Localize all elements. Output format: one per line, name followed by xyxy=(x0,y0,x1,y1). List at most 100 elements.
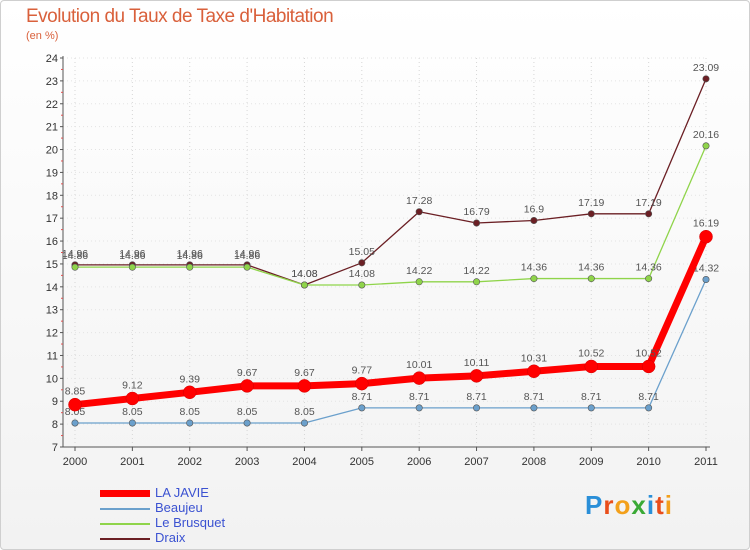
data-point xyxy=(71,419,79,427)
data-point xyxy=(182,385,197,400)
legend-label: Beaujeu xyxy=(155,500,203,515)
chart-title: Evolution du Taux de Taxe d'Habitation xyxy=(26,6,334,27)
legend-item: Draix xyxy=(100,530,300,545)
data-point xyxy=(355,376,369,391)
data-point xyxy=(415,278,423,286)
data-point xyxy=(587,404,595,412)
x-tick-label: 2011 xyxy=(694,456,718,468)
data-point xyxy=(641,359,656,374)
data-label: 14.22 xyxy=(463,265,489,277)
data-label: 14.86 xyxy=(234,250,260,262)
y-tick-label: 11 xyxy=(47,350,58,362)
legend-swatch xyxy=(100,538,150,540)
data-label: 9.67 xyxy=(294,367,315,379)
data-point xyxy=(469,369,484,383)
data-label: 14.32 xyxy=(693,263,719,275)
data-point xyxy=(297,379,312,393)
y-tick-label: 12 xyxy=(46,328,58,340)
legend-label: Le Brusquet xyxy=(155,515,226,530)
data-point xyxy=(584,359,599,374)
data-label: 17.28 xyxy=(406,195,432,207)
x-tick-label: 2005 xyxy=(350,456,374,468)
legend-item: Le Brusquet xyxy=(100,515,300,530)
data-point xyxy=(125,391,140,406)
data-point xyxy=(702,276,710,284)
data-label: 14.08 xyxy=(349,268,375,280)
y-tick-label: 24 xyxy=(46,53,58,65)
data-label: 8.71 xyxy=(466,391,487,403)
data-label: 8.05 xyxy=(294,406,315,418)
logo-letter: x xyxy=(631,490,647,520)
data-point xyxy=(645,275,653,283)
data-label: 14.86 xyxy=(62,250,88,262)
data-point xyxy=(702,75,710,83)
data-label: 8.71 xyxy=(352,391,373,403)
y-tick-label: 18 xyxy=(46,190,58,202)
data-point xyxy=(473,219,481,227)
x-tick-label: 2010 xyxy=(636,456,660,468)
data-point xyxy=(128,263,136,271)
y-tick-label: 16 xyxy=(46,236,58,248)
data-point xyxy=(527,364,541,379)
data-label: 16.9 xyxy=(524,203,545,215)
data-label: 10.31 xyxy=(521,352,547,364)
legend-swatch xyxy=(100,523,150,525)
data-label: 17.19 xyxy=(578,197,604,209)
legend-item: LA JAVIE xyxy=(100,485,300,500)
data-label: 8.71 xyxy=(638,391,659,403)
chart-subtitle: (en %) xyxy=(26,30,59,42)
data-label: 14.96 xyxy=(62,248,88,260)
data-label: 9.12 xyxy=(122,379,143,391)
x-tick-label: 2006 xyxy=(407,456,431,468)
y-tick-label: 20 xyxy=(46,145,58,157)
x-tick-label: 2004 xyxy=(292,456,316,468)
data-label: 16.79 xyxy=(463,206,489,218)
legend-swatch xyxy=(100,508,150,510)
data-point xyxy=(473,278,481,286)
y-tick-label: 7 xyxy=(52,442,58,454)
data-point xyxy=(645,210,653,218)
x-tick-label: 2002 xyxy=(177,456,201,468)
data-point xyxy=(645,404,653,412)
data-label: 8.05 xyxy=(237,406,258,418)
y-tick-label: 22 xyxy=(46,99,58,111)
logo-letter: r xyxy=(603,490,615,520)
data-label: 8.85 xyxy=(65,386,86,398)
data-label: 14.96 xyxy=(177,248,203,260)
data-label: 9.67 xyxy=(237,367,258,379)
y-tick-label: 15 xyxy=(46,259,58,271)
data-point xyxy=(128,419,136,427)
data-label: 14.96 xyxy=(119,248,145,260)
logo-letter: t xyxy=(655,490,665,520)
x-tick-label: 2009 xyxy=(579,456,603,468)
y-tick-label: 14 xyxy=(46,282,58,294)
data-label: 14.36 xyxy=(635,262,661,274)
y-tick-label: 17 xyxy=(46,213,58,225)
data-point xyxy=(358,281,366,289)
data-label: 14.36 xyxy=(578,262,604,274)
data-point xyxy=(473,404,481,412)
data-point xyxy=(300,419,308,427)
logo-letter: o xyxy=(614,490,632,520)
legend-label: Draix xyxy=(155,530,186,545)
x-tick-label: 2007 xyxy=(464,456,488,468)
series-le-brusquet: 14.86 14.86 14.86 14.86 14.08 14.08 14.22 14.22… xyxy=(62,129,719,289)
series-line xyxy=(74,278,707,424)
data-label: 10.11 xyxy=(464,357,490,369)
x-tick-label: 2003 xyxy=(235,456,259,468)
data-label: 14.36 xyxy=(521,262,547,274)
data-point xyxy=(699,229,713,244)
y-tick-label: 9 xyxy=(52,396,58,408)
x-tick-label: 2001 xyxy=(120,456,144,468)
data-label: 14.86 xyxy=(177,250,203,262)
data-label: 14.86 xyxy=(119,250,145,262)
data-label: 16.19 xyxy=(693,218,719,230)
proxiti-logo: Proxiti xyxy=(585,490,673,521)
legend-item: Beaujeu xyxy=(100,500,300,515)
data-point xyxy=(702,142,710,150)
data-label: 10.52 xyxy=(635,347,661,359)
data-label: 14.96 xyxy=(234,248,260,260)
series-line xyxy=(71,233,710,409)
series-la-javie: 8.85 9.12 9.39 9.67 9.67 9.77 10.01 10.11 10.31 1… xyxy=(65,218,719,412)
data-point xyxy=(415,404,423,412)
